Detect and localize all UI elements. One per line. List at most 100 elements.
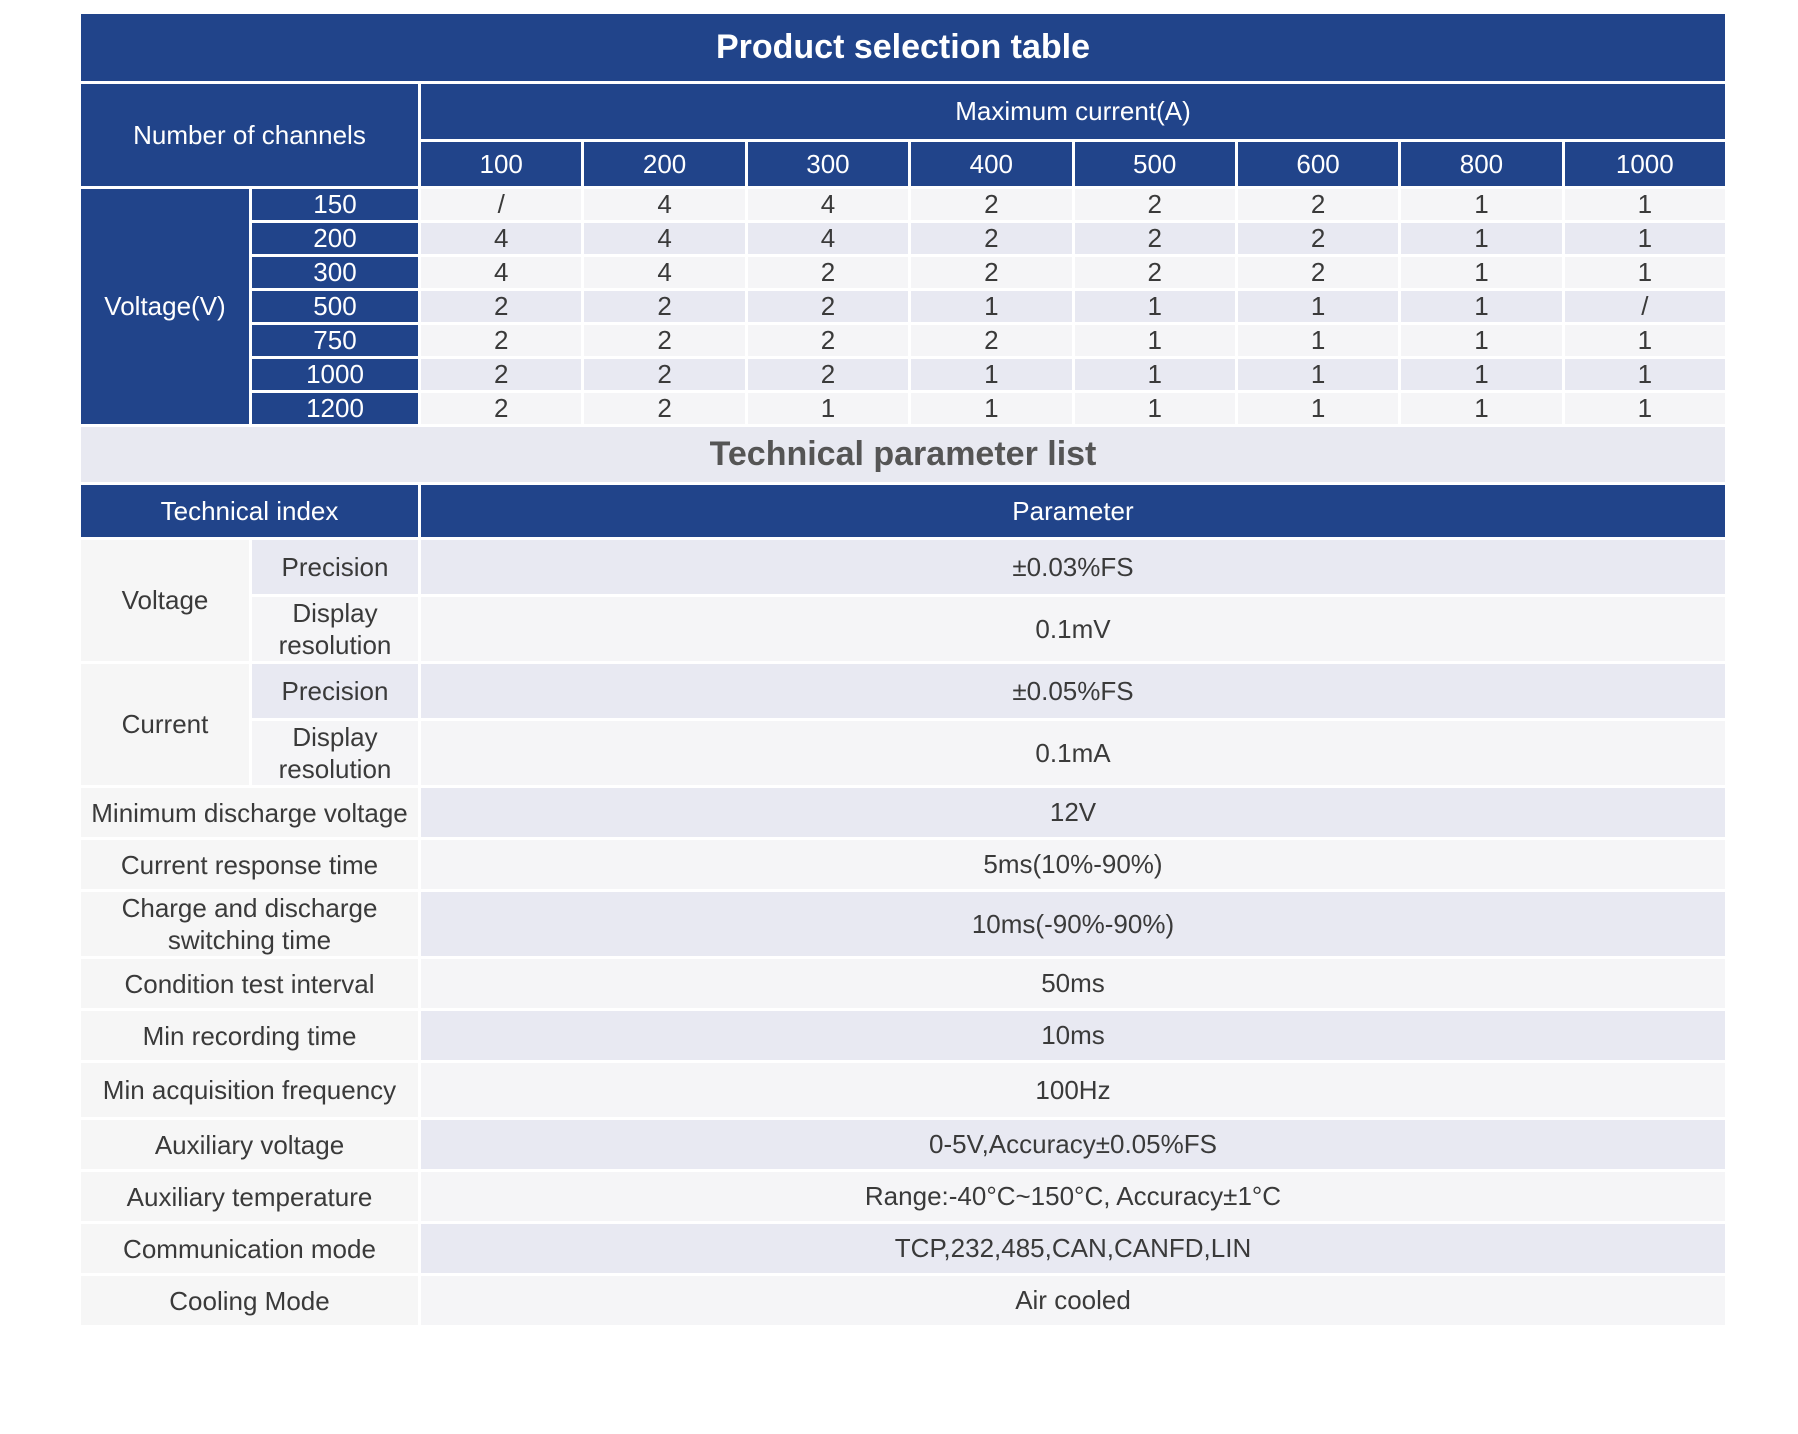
parameter-body: Minimum discharge voltage 12V Current resp… <box>81 788 1725 1325</box>
channel-count-cell: 1 <box>911 393 1072 424</box>
channel-count-cell: 1 <box>1401 325 1562 356</box>
parameter-value: 10ms <box>421 1011 1725 1060</box>
channel-count-cell: 1 <box>1237 291 1399 322</box>
max-current-header: Maximum current(A) <box>421 84 1725 139</box>
channel-count-cell: 1 <box>1401 257 1562 288</box>
channel-count-cell: 1 <box>1564 325 1725 356</box>
channel-count-cell: 1 <box>747 393 909 424</box>
channel-count-cell: 2 <box>747 291 909 322</box>
channel-count-cell: 2 <box>911 189 1072 220</box>
channel-count-cell: 2 <box>421 393 582 424</box>
current-header-cell: 600 <box>1237 142 1399 186</box>
table-row: 200 4 4 4 2 2 2 1 1 <box>81 223 1725 254</box>
current-header-cell: 400 <box>911 142 1072 186</box>
channel-count-cell: 2 <box>911 223 1072 254</box>
channel-count-cell: 1 <box>1237 325 1399 356</box>
channel-count-cell: 1 <box>1074 291 1235 322</box>
current-header-cell: 800 <box>1401 142 1562 186</box>
channel-count-cell: 2 <box>1074 223 1235 254</box>
channel-count-cell: 1 <box>1401 393 1562 424</box>
channel-count-cell: 1 <box>911 291 1072 322</box>
channel-count-cell: 2 <box>911 325 1072 356</box>
voltage-resolution-label: Display resolution <box>252 597 418 661</box>
parameter-name: Condition test interval <box>81 959 418 1008</box>
channel-count-cell: 2 <box>1237 257 1399 288</box>
current-header-cell: 100 <box>421 142 582 186</box>
parameter-value: 10ms(-90%-90%) <box>421 892 1725 956</box>
channels-header: Number of channels <box>81 84 418 186</box>
selection-title: Product selection table <box>81 14 1725 81</box>
current-group-label: Current <box>81 664 249 785</box>
parameter-name: Cooling Mode <box>81 1276 418 1325</box>
parameter-row: Condition test interval 50ms <box>81 959 1725 1008</box>
parameter-row: Minimum discharge voltage 12V <box>81 788 1725 837</box>
channel-count-cell: 1 <box>1564 223 1725 254</box>
channel-count-cell: / <box>1564 291 1725 322</box>
channel-count-cell: 1 <box>1564 257 1725 288</box>
table-row: 750 2 2 2 2 1 1 1 1 <box>81 325 1725 356</box>
channel-count-cell: 2 <box>584 359 745 390</box>
parameter-name: Auxiliary voltage <box>81 1120 418 1169</box>
parameter-row: Auxiliary voltage 0-5V,Accuracy±0.05%FS <box>81 1120 1725 1169</box>
current-header-cell: 200 <box>584 142 745 186</box>
parameter-name: Min acquisition frequency <box>81 1063 418 1117</box>
selection-body: Voltage(V) 150/4 4 2 2 2 1 1 200 4 4 4 2 2 2 1 1 300 4 4 2 2 2… <box>81 189 1725 424</box>
channel-count-cell: 1 <box>1074 325 1235 356</box>
voltage-value-cell: 300 <box>252 257 418 288</box>
channel-count-cell: 4 <box>747 223 909 254</box>
parameter-name: Minimum discharge voltage <box>81 788 418 837</box>
channel-count-cell: 2 <box>1237 189 1399 220</box>
channel-count-cell: 4 <box>747 189 909 220</box>
channel-count-cell: 4 <box>421 257 582 288</box>
technical-parameter-table: Technical parameter list Technical index… <box>78 424 1728 1328</box>
channel-count-cell: 1 <box>1401 189 1562 220</box>
parameter-row: Charge and discharge switching time 10ms(… <box>81 892 1725 956</box>
voltage-value-cell: 200 <box>252 223 418 254</box>
parameter-value: TCP,232,485,CAN,CANFD,LIN <box>421 1224 1725 1273</box>
channel-count-cell: 2 <box>421 359 582 390</box>
parameter-name: Auxiliary temperature <box>81 1172 418 1221</box>
table-row: 300 4 4 2 2 2 2 1 1 <box>81 257 1725 288</box>
table-row: 1200 2 2 1 1 1 1 1 1 <box>81 393 1725 424</box>
parameter-value: 5ms(10%-90%) <box>421 840 1725 889</box>
parameter-name: Current response time <box>81 840 418 889</box>
channel-count-cell: 4 <box>584 257 745 288</box>
current-header-cell: 1000 <box>1564 142 1725 186</box>
parameter-value: Air cooled <box>421 1276 1725 1325</box>
channel-count-cell: 2 <box>421 325 582 356</box>
current-header-cell: 500 <box>1074 142 1235 186</box>
product-selection-table: Product selection table Number of channe… <box>78 11 1728 427</box>
current-header-cell: 300 <box>747 142 909 186</box>
channel-count-cell: 1 <box>1237 393 1399 424</box>
voltage-value-cell: 750 <box>252 325 418 356</box>
voltage-value-cell: 1200 <box>252 393 418 424</box>
channel-count-cell: 1 <box>1564 189 1725 220</box>
channel-count-cell: 1 <box>1401 291 1562 322</box>
channel-count-cell: 2 <box>421 291 582 322</box>
channel-count-cell: 1 <box>1564 393 1725 424</box>
parameter-value: Range:-40°C~150°C, Accuracy±1°C <box>421 1172 1725 1221</box>
parameter-row: Cooling Mode Air cooled <box>81 1276 1725 1325</box>
voltage-group-label: Voltage <box>81 540 249 661</box>
table-row: 1000 2 2 2 1 1 1 1 1 <box>81 359 1725 390</box>
voltage-axis-label: Voltage(V) <box>81 189 249 424</box>
parameter-header: Parameter <box>421 485 1725 537</box>
channel-count-cell: 2 <box>747 257 909 288</box>
parameter-name: Min recording time <box>81 1011 418 1060</box>
channel-count-cell: 2 <box>1074 257 1235 288</box>
channel-count-cell: 1 <box>1074 359 1235 390</box>
voltage-precision-label: Precision <box>252 540 418 594</box>
parameter-name: Communication mode <box>81 1224 418 1273</box>
channel-count-cell: 2 <box>584 393 745 424</box>
current-precision-label: Precision <box>252 664 418 718</box>
parameter-name: Charge and discharge switching time <box>81 892 418 956</box>
channel-count-cell: 4 <box>584 189 745 220</box>
channel-count-cell: 4 <box>584 223 745 254</box>
channel-count-cell: 1 <box>1564 359 1725 390</box>
channel-count-cell: 1 <box>1401 359 1562 390</box>
channel-count-cell: 4 <box>421 223 582 254</box>
channel-count-cell: 1 <box>1237 359 1399 390</box>
voltage-value-cell: 150 <box>252 189 418 220</box>
parameter-row: Current response time 5ms(10%-90%) <box>81 840 1725 889</box>
channel-count-cell: 2 <box>1237 223 1399 254</box>
